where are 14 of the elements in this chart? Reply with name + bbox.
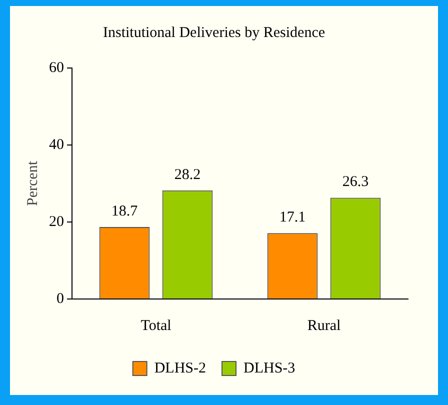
y-tick-label: 60 (49, 60, 64, 76)
x-tick-label: Total (140, 318, 172, 334)
y-tick-label: 0 (56, 290, 64, 307)
data-label: 26.3 (342, 174, 369, 190)
data-label: 28.2 (174, 166, 201, 183)
data-label: 18.7 (111, 203, 138, 220)
x-tick-label: Rural (307, 318, 341, 334)
y-axis-title: Percent (24, 160, 41, 206)
y-tick-label: 40 (49, 136, 64, 153)
legend-label: DLHS-2 (154, 360, 206, 376)
legend-label: DLHS-3 (244, 360, 296, 376)
chart-title: Institutional Deliveries by Residence (102, 24, 326, 41)
data-label: 17.1 (279, 210, 306, 226)
y-tick-label: 20 (49, 214, 64, 230)
